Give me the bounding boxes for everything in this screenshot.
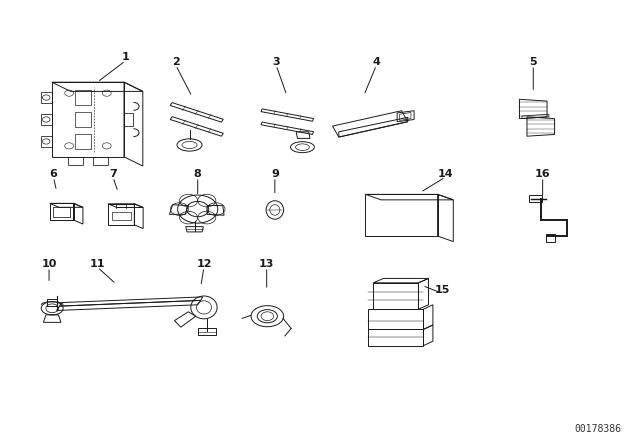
Bar (76, 134, 91, 149)
Text: 14: 14 (438, 168, 453, 178)
Text: 1: 1 (122, 52, 129, 62)
Text: 11: 11 (90, 258, 105, 268)
Text: 8: 8 (194, 168, 202, 178)
Text: 10: 10 (42, 258, 57, 268)
Text: 13: 13 (259, 258, 275, 268)
Text: 3: 3 (272, 56, 280, 67)
Bar (76, 90, 91, 105)
Text: 7: 7 (109, 168, 117, 178)
Text: 16: 16 (535, 168, 550, 178)
Bar (76, 112, 91, 127)
Text: 4: 4 (372, 56, 380, 67)
Text: 2: 2 (172, 56, 180, 67)
Text: 5: 5 (529, 56, 537, 67)
Text: 15: 15 (435, 285, 450, 295)
Text: 9: 9 (271, 168, 279, 178)
Text: 00178386: 00178386 (574, 424, 621, 434)
Text: 12: 12 (196, 258, 212, 268)
Text: 6: 6 (49, 168, 58, 178)
